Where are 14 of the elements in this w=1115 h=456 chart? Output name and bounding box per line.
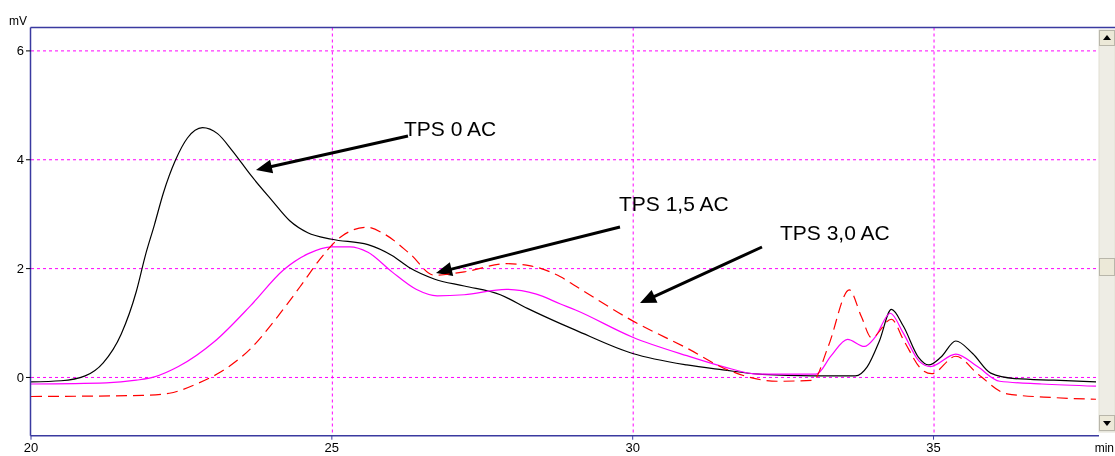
- annotation: TPS 3,0 AC: [780, 221, 890, 244]
- y-tick-label: 0: [16, 370, 24, 386]
- line-series: [30, 226, 1097, 400]
- y-tick-label: 4: [16, 152, 24, 168]
- y-axis-title: mV: [9, 14, 27, 28]
- annotation: TPS 0 AC: [404, 117, 497, 140]
- x-tick-label: 25: [324, 440, 340, 455]
- annotation: TPS 1,5 AC: [619, 192, 729, 215]
- x-tick-label: 35: [926, 440, 941, 455]
- y-tick-label: 6: [16, 43, 24, 59]
- x-tick-label: 30: [625, 440, 640, 455]
- y-tick-label: 2: [16, 261, 24, 277]
- x-tick-label: 20: [23, 440, 39, 455]
- x-axis-title: min: [1094, 441, 1114, 455]
